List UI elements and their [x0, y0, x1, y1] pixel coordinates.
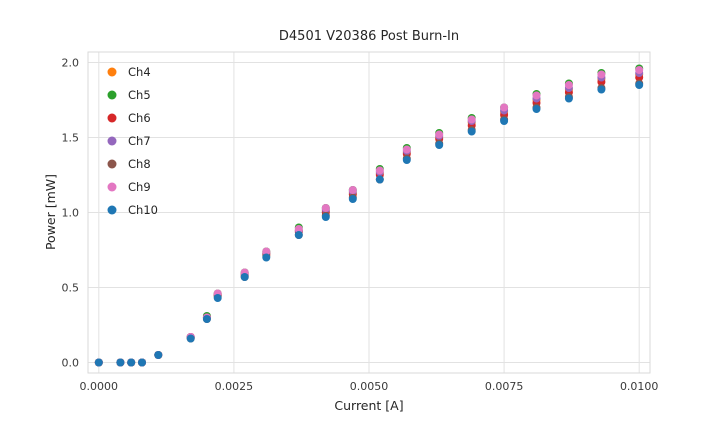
data-point-ch10: [94, 358, 103, 367]
x-axis-label: Current [A]: [334, 398, 403, 413]
data-points: [94, 64, 644, 367]
data-point-ch10: [564, 94, 573, 103]
data-point-ch10: [321, 213, 330, 221]
data-point-ch9: [435, 130, 444, 139]
legend-item-ch5: Ch5: [107, 88, 151, 102]
data-point-ch9: [532, 91, 541, 100]
y-axis-label: Power [mW]: [43, 174, 58, 250]
chart-title: D4501 V20386 Post Burn-In: [279, 29, 459, 44]
legend-item-ch10: Ch10: [107, 203, 158, 217]
legend-marker-ch4: [107, 67, 117, 77]
data-point-ch10: [294, 231, 303, 239]
data-point-ch10: [348, 195, 357, 203]
plot-border: [87, 51, 651, 374]
legend-marker-ch8: [107, 159, 117, 169]
data-point-ch10: [240, 273, 249, 281]
legend-label-ch5: Ch5: [128, 88, 151, 102]
legend-label-ch4: Ch4: [128, 65, 151, 79]
data-point-ch10: [154, 351, 163, 359]
data-point-ch9: [402, 145, 411, 154]
data-point-ch10: [500, 117, 509, 125]
data-point-ch10: [402, 156, 411, 164]
tick-labels: 0.0000 0.0025 0.0050 0.0075 0.0100 0.0 0.5 1.0 1…: [62, 57, 659, 394]
legend-marker-ch9: [107, 182, 117, 192]
data-point-ch10: [127, 358, 136, 367]
legend-label-ch8: Ch8: [128, 157, 151, 171]
data-point-ch10: [213, 294, 222, 302]
y-tick-label: 0.0: [62, 357, 80, 370]
y-tick-label: 1.0: [62, 207, 80, 220]
data-point-ch9: [467, 115, 476, 124]
x-tick-label: 0.0025: [215, 380, 254, 393]
y-tick-label: 0.5: [62, 282, 80, 295]
y-tick-label: 2.0: [62, 57, 80, 70]
legend-label-ch10: Ch10: [128, 203, 158, 217]
legend-item-ch4: Ch4: [107, 65, 151, 79]
data-point-ch10: [202, 315, 211, 323]
data-point-ch9: [500, 103, 509, 112]
legend-marker-ch7: [107, 136, 117, 146]
data-point-ch10: [262, 253, 271, 262]
data-point-ch10: [186, 334, 195, 343]
data-point-ch10: [435, 141, 444, 149]
data-point-ch10: [532, 105, 541, 113]
grid-lines: [88, 52, 650, 373]
data-point-ch9: [321, 204, 330, 212]
x-tick-label: 0.0075: [485, 380, 524, 393]
data-point-ch9: [348, 186, 357, 194]
data-point-ch9: [262, 247, 271, 256]
legend: Ch4 Ch5 Ch6 Ch7 Ch8 Ch9 Ch10: [107, 65, 158, 217]
data-point-ch10: [116, 358, 125, 367]
legend-marker-ch10: [107, 205, 117, 215]
legend-item-ch7: Ch7: [107, 134, 151, 148]
x-tick-label: 0.0100: [620, 380, 659, 393]
legend-marker-ch6: [107, 113, 117, 123]
data-point-ch10: [597, 85, 606, 94]
x-tick-label: 0.0050: [350, 380, 389, 393]
legend-label-ch9: Ch9: [128, 180, 151, 194]
data-point-ch10: [138, 358, 146, 367]
legend-item-ch8: Ch8: [107, 157, 151, 171]
legend-marker-ch5: [107, 90, 117, 100]
data-point-ch10: [375, 175, 384, 184]
legend-item-ch9: Ch9: [107, 180, 151, 194]
data-point-ch10: [635, 81, 644, 89]
y-tick-label: 1.5: [62, 132, 80, 145]
data-point-ch9: [294, 225, 303, 233]
x-tick-label: 0.0000: [80, 380, 119, 393]
data-point-ch10: [467, 127, 476, 136]
data-point-ch9: [635, 66, 644, 74]
data-point-ch9: [564, 81, 573, 89]
data-point-ch9: [375, 166, 384, 175]
legend-item-ch6: Ch6: [107, 111, 151, 125]
legend-label-ch7: Ch7: [128, 134, 151, 148]
data-point-ch9: [597, 70, 606, 79]
legend-label-ch6: Ch6: [128, 111, 151, 125]
